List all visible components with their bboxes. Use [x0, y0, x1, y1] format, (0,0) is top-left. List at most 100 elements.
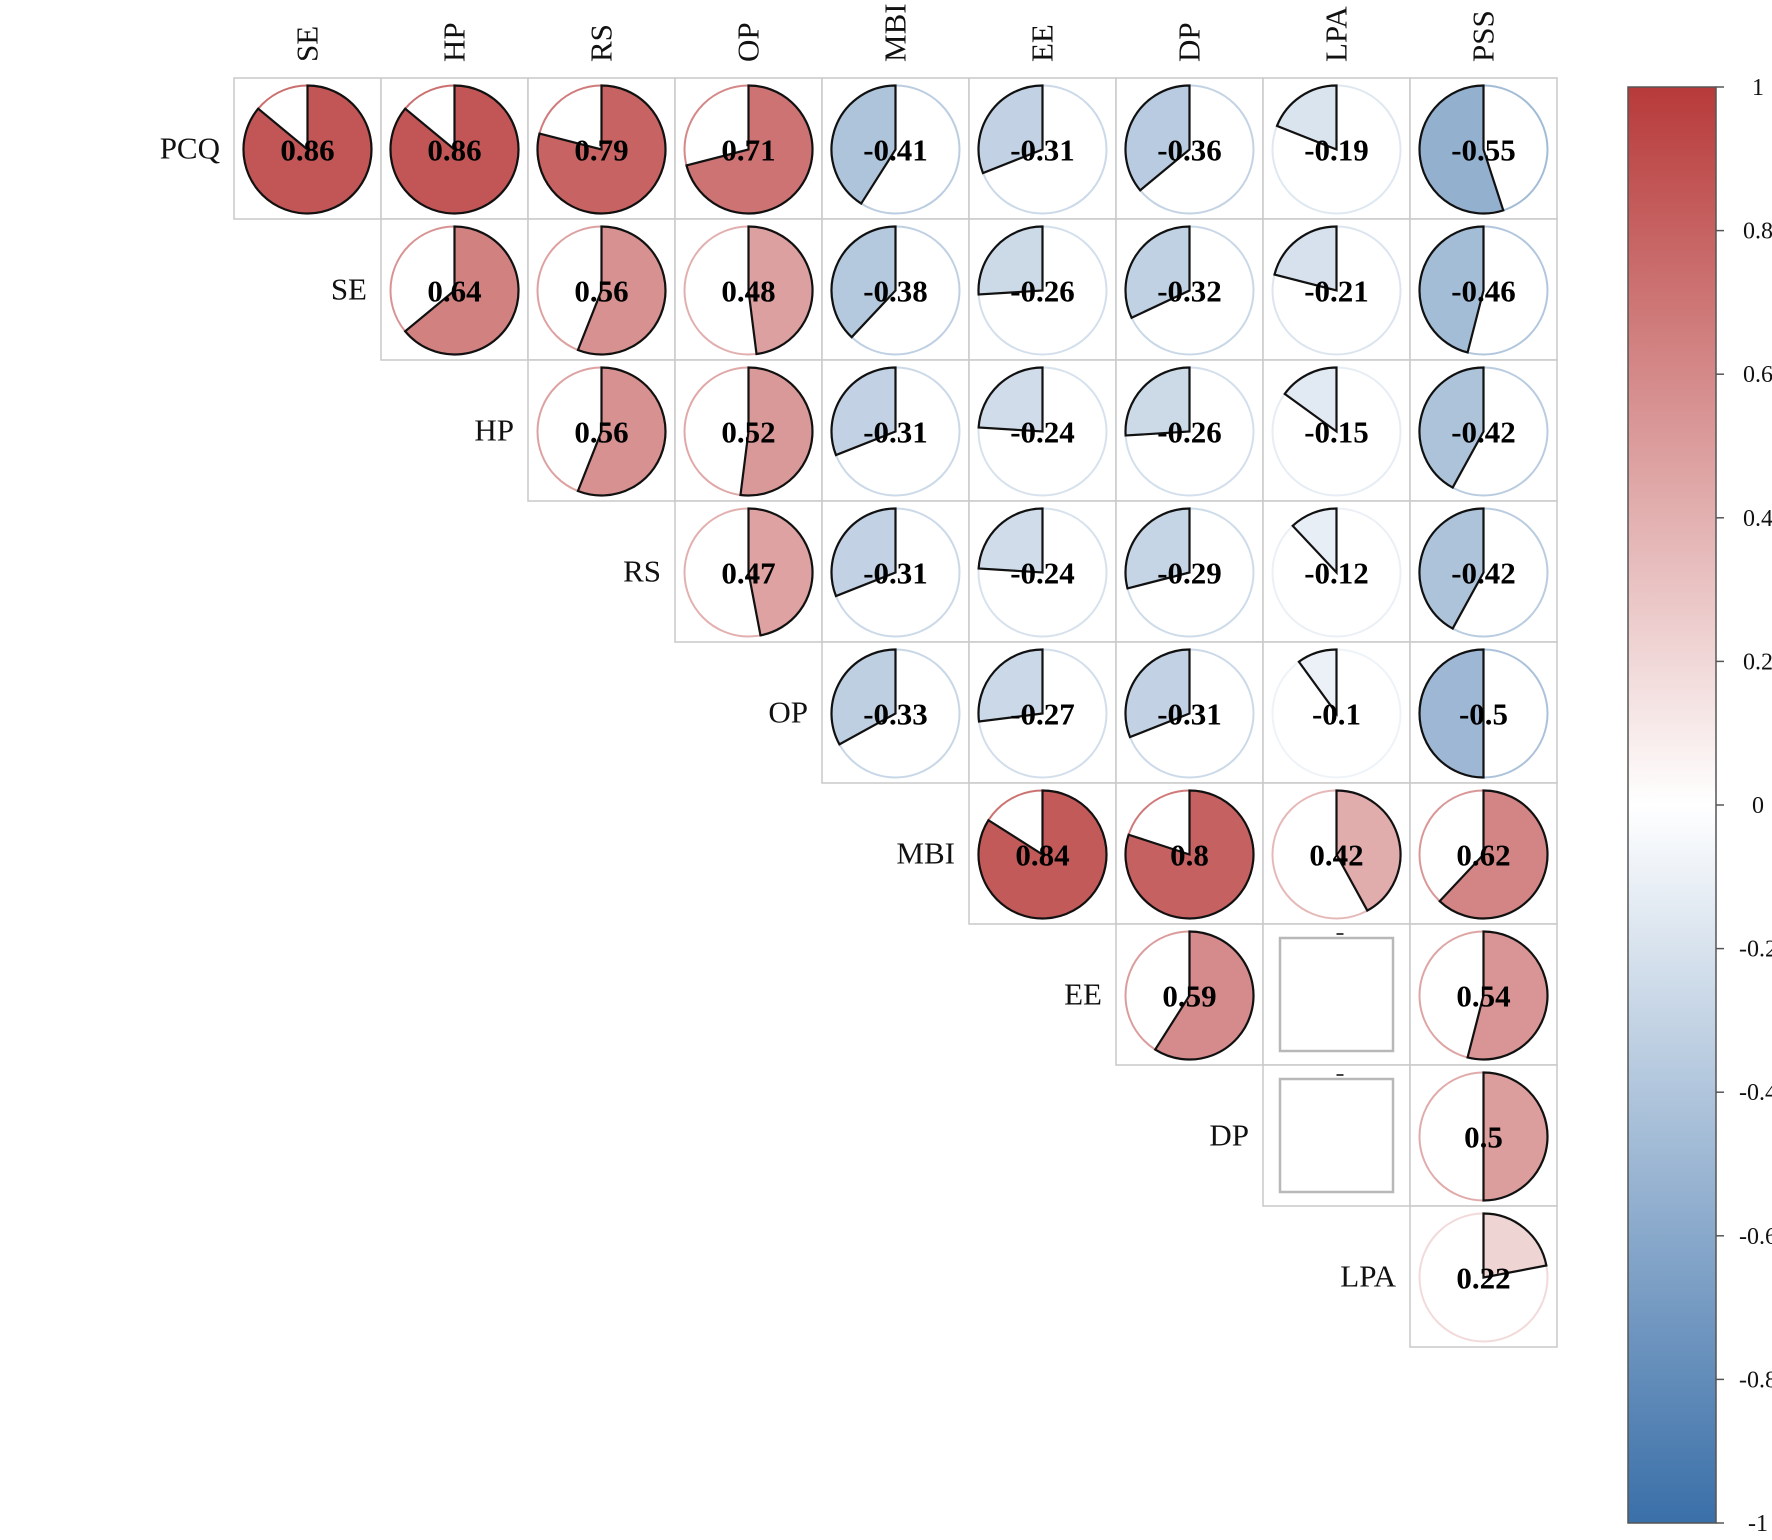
col-label-lpa: LPA	[1319, 6, 1354, 62]
pie-wedge	[830, 225, 897, 339]
pie-wedge	[977, 366, 1044, 433]
cell-op-pss: -0.5	[1409, 641, 1558, 784]
value-label: 0.54	[1456, 979, 1510, 1014]
value-label: -0.31	[863, 415, 928, 450]
cell-se-lpa: -0.21	[1262, 218, 1411, 361]
value-label: 0.48	[721, 274, 775, 309]
pie-wedge	[1418, 366, 1485, 490]
pie-wedge	[1153, 930, 1255, 1061]
cell-dp-lpa	[1262, 1064, 1411, 1207]
cell-rs-mbi: -0.31	[821, 500, 970, 643]
pie-wedge	[1418, 648, 1485, 779]
colorbar: 1 0.8 0.6 0.4 0.2 0 -0.2 -0.4 -0.6 -0.8 -1	[1627, 75, 1772, 1537]
cell-mbi-dp: 0.8	[1115, 782, 1264, 925]
value-label: 0.47	[721, 556, 775, 591]
cell-pcq-mbi: -0.41	[821, 77, 970, 220]
cell-op-ee: -0.27	[968, 641, 1117, 784]
pie-wedge	[1124, 84, 1191, 192]
cell-rs-lpa: -0.12	[1262, 500, 1411, 643]
value-label: 0.52	[721, 415, 775, 450]
pie-wedge	[739, 366, 814, 497]
row-label-se: SE	[331, 272, 367, 307]
pie-wedge	[576, 225, 667, 356]
value-label: 0.71	[721, 133, 775, 168]
value-label: -0.55	[1451, 133, 1516, 168]
value-label: -0.31	[1157, 697, 1222, 732]
value-label: -0.24	[1010, 415, 1075, 450]
cell-op-lpa: -0.1	[1262, 641, 1411, 784]
value-label: 0.22	[1456, 1261, 1510, 1296]
cell-mbi-lpa: 0.42	[1262, 782, 1411, 925]
value-label: -0.46	[1451, 274, 1516, 309]
cell-hp-mbi: -0.31	[821, 359, 970, 502]
cell-ee-lpa	[1262, 923, 1411, 1066]
cell-dp-pss: 0.5	[1409, 1064, 1558, 1207]
pie-wedge	[977, 648, 1044, 723]
cell-op-dp: -0.31	[1115, 641, 1264, 784]
value-label: 0.62	[1456, 838, 1510, 873]
value-label: -0.19	[1304, 133, 1369, 168]
value-label: 0.5	[1464, 1120, 1503, 1155]
value-label: -0.27	[1010, 697, 1075, 732]
value-label: -0.42	[1451, 415, 1516, 450]
cell-op-mbi: -0.33	[821, 641, 970, 784]
cell-pcq-lpa: -0.19	[1262, 77, 1411, 220]
value-label: 0.56	[574, 415, 628, 450]
value-label: -0.21	[1304, 274, 1369, 309]
col-label-mbi: MBI	[878, 3, 913, 62]
row-label-op: OP	[768, 695, 808, 730]
pie-wedge	[1291, 507, 1338, 576]
value-label: 0.86	[280, 133, 334, 168]
row-label-dp: DP	[1209, 1118, 1249, 1153]
value-label: -0.1	[1312, 697, 1361, 732]
row-label-mbi: MBI	[896, 836, 955, 871]
pie-wedge	[977, 84, 1044, 175]
pie-wedge	[242, 84, 373, 215]
pie-wedge	[1466, 930, 1549, 1061]
matrix-cells: 0.86 0.86 0.79 0.71 -0.41 -0.31 -0.36 -0.19 -0.5…	[233, 77, 1558, 1348]
pie-wedge	[830, 366, 897, 457]
value-label: -0.41	[863, 133, 928, 168]
value-label: -0.32	[1157, 274, 1222, 309]
row-labels: PCQ SE HP RS OP MBI EE DP LPA	[160, 131, 1397, 1294]
cell-pcq-dp: -0.36	[1115, 77, 1264, 220]
value-label: 0.8	[1170, 838, 1209, 873]
cell-rs-dp: -0.29	[1115, 500, 1264, 643]
pie-wedge	[1438, 789, 1549, 920]
cell-lpa-pss: 0.22	[1409, 1205, 1558, 1348]
cell-ee-dp: 0.59	[1115, 923, 1264, 1066]
pie-wedge	[1335, 789, 1402, 913]
value-label: -0.26	[1010, 274, 1075, 309]
col-label-se: SE	[290, 26, 325, 62]
value-label: -0.5	[1459, 697, 1508, 732]
cell-hp-op: 0.52	[674, 359, 823, 502]
pie-wedge	[1482, 1071, 1549, 1202]
cell-mbi-ee: 0.84	[968, 782, 1117, 925]
pie-wedge	[1283, 366, 1338, 434]
cell-se-hp: 0.64	[380, 218, 529, 361]
pie-wedge	[685, 84, 814, 215]
cell-se-pss: -0.46	[1409, 218, 1558, 361]
cell-hp-lpa: -0.15	[1262, 359, 1411, 502]
cell-rs-ee: -0.24	[968, 500, 1117, 643]
value-label: 0.86	[427, 133, 481, 168]
cell-rs-op: 0.47	[674, 500, 823, 643]
pie-wedge	[1297, 648, 1338, 717]
pie-wedge	[1124, 789, 1255, 920]
colorbar-tick-label: 0.8	[1743, 219, 1772, 245]
cell-hp-pss: -0.42	[1409, 359, 1558, 502]
value-label: 0.79	[574, 133, 628, 168]
pie-wedge	[977, 225, 1044, 296]
pie-wedge	[1418, 225, 1485, 354]
value-label: -0.38	[863, 274, 928, 309]
row-label-ee: EE	[1064, 977, 1102, 1012]
value-label: -0.29	[1157, 556, 1222, 591]
empty-cell-box	[1278, 936, 1395, 1053]
cell-pcq-se: 0.86	[233, 77, 382, 220]
colorbar-tick-label: -0.8	[1739, 1367, 1772, 1393]
value-label: -0.42	[1451, 556, 1516, 591]
col-label-dp: DP	[1172, 22, 1207, 62]
row-label-pcq: PCQ	[160, 131, 220, 166]
value-label: -0.33	[863, 697, 928, 732]
cell-pcq-ee: -0.31	[968, 77, 1117, 220]
